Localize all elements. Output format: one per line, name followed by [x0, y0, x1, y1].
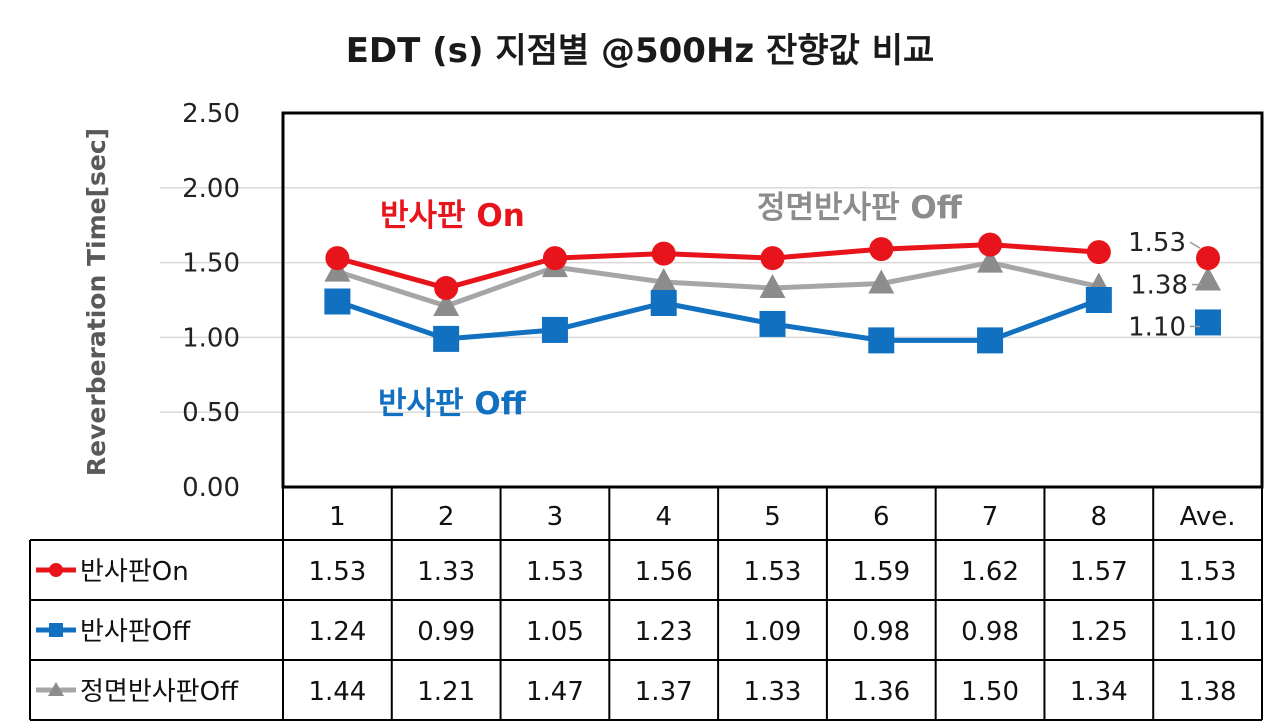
data-point	[324, 288, 351, 315]
table-cell-value: 1.53	[1179, 557, 1237, 587]
data-point	[433, 291, 460, 316]
x-tick-label: Ave.	[1180, 502, 1236, 532]
series-annotation: 정면반사판 Off	[757, 190, 963, 226]
ave-data-label: 1.38	[1130, 271, 1188, 301]
x-tick-label: 5	[764, 502, 781, 532]
y-tick-label: 1.50	[182, 249, 240, 279]
legend-label: 반사판On	[80, 557, 189, 587]
table-cell-value: 1.33	[417, 557, 475, 587]
data-point	[868, 327, 895, 354]
y-tick-label: 0.50	[182, 398, 240, 428]
data-point	[759, 310, 786, 337]
y-tick-label: 2.50	[182, 99, 240, 129]
data-point	[541, 316, 568, 343]
table-cell-value: 1.62	[961, 557, 1019, 587]
x-tick-label: 8	[1091, 502, 1108, 532]
table-cell-value: 1.10	[1179, 617, 1237, 647]
data-point	[977, 327, 1004, 354]
table-cell-value: 1.44	[308, 677, 366, 707]
table-cell-value: 1.57	[1070, 557, 1128, 587]
data-point	[759, 274, 786, 299]
table-cell-value: 1.34	[1070, 677, 1128, 707]
ave-data-label: 1.10	[1128, 312, 1186, 342]
chart-title: EDT (s) 지점별 @500Hz 잔향값 비교	[346, 31, 935, 71]
data-point	[651, 241, 676, 266]
legend-marker	[49, 563, 63, 577]
legend-marker	[49, 623, 63, 637]
data-point	[1195, 309, 1221, 336]
data-point	[868, 269, 895, 294]
table-cell-value: 0.98	[852, 617, 910, 647]
data-point	[978, 232, 1003, 257]
data-point	[760, 246, 785, 271]
table-cell-value: 1.53	[744, 557, 802, 587]
table-cell-value: 1.53	[526, 557, 584, 587]
y-tick-labels: 0.00 0.50 1.00 1.50 2.00 2.50	[182, 99, 240, 503]
y-tick-label: 2.00	[182, 174, 240, 204]
data-point	[1196, 246, 1220, 271]
table-cell-value: 1.36	[852, 677, 910, 707]
x-tick-label: 4	[655, 502, 672, 532]
table-cell-value: 1.37	[635, 677, 693, 707]
x-tick-label: 7	[982, 502, 999, 532]
y-tick-label: 0.00	[182, 473, 240, 503]
series-line	[336, 242, 1100, 291]
data-point	[1085, 287, 1112, 313]
x-tick-label: 3	[547, 502, 564, 532]
annotations: 1.53 1.38 1.10 반사판 On 정면반사판 Off 반사판 Off	[378, 190, 1202, 422]
legend-label: 정면반사판Off	[80, 677, 239, 707]
data-point	[433, 325, 460, 352]
legend-label: 반사판Off	[80, 617, 191, 647]
series-annotation: 반사판 On	[380, 198, 525, 234]
data-point	[869, 237, 894, 262]
table-cell-value: 1.50	[961, 677, 1019, 707]
data-point	[1195, 266, 1221, 291]
table-cell-value: 0.99	[417, 617, 475, 647]
series-layer	[324, 232, 1221, 354]
data-point	[650, 289, 677, 316]
table-cell-value: 1.24	[308, 617, 366, 647]
x-tick-label: 2	[438, 502, 455, 532]
data-point	[1086, 240, 1111, 265]
ave-data-label: 1.53	[1128, 228, 1186, 258]
table-cell-value: 1.05	[526, 617, 584, 647]
table-cell-value: 1.59	[852, 557, 910, 587]
data-point	[542, 246, 567, 271]
y-axis-label: Reverberation Time[sec]	[82, 128, 111, 476]
table-cell-value: 1.38	[1179, 677, 1237, 707]
table-cell-value: 1.09	[744, 617, 802, 647]
data-point	[650, 268, 677, 293]
table-cell-value: 1.47	[526, 677, 584, 707]
data-point	[977, 248, 1004, 273]
leader-line	[1189, 241, 1201, 249]
table-cell-value: 0.98	[961, 617, 1019, 647]
table-cell-value: 1.25	[1070, 617, 1128, 647]
table-cell-value: 1.21	[417, 677, 475, 707]
series-line	[336, 297, 1100, 343]
y-tick-label: 1.00	[182, 323, 240, 353]
x-tick-label: 6	[873, 502, 890, 532]
x-tick-label: 1	[329, 502, 346, 532]
data-point	[434, 276, 459, 301]
data-table: 1 2 3 4 5 6 7 8 Ave. 반사판On 1.53 1.33 1.53 1.56 1.53 1.5…	[29, 486, 1263, 721]
data-point	[325, 246, 350, 271]
table-cell-value: 1.56	[635, 557, 693, 587]
table-cell-value: 1.53	[308, 557, 366, 587]
table-cell-value: 1.33	[744, 677, 802, 707]
table-cell-value: 1.23	[635, 617, 693, 647]
series-line	[336, 260, 1100, 309]
legend-marker	[48, 682, 64, 696]
series-annotation: 반사판 Off	[378, 386, 527, 422]
